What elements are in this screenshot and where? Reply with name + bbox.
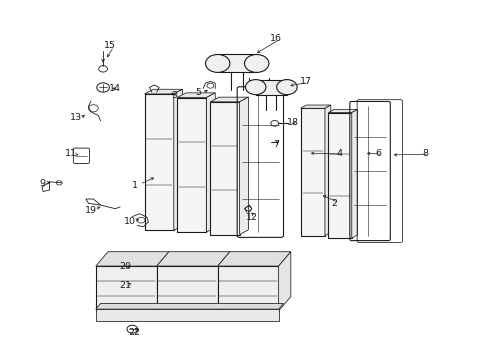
Text: 1: 1	[132, 181, 138, 190]
Circle shape	[276, 80, 297, 95]
Polygon shape	[144, 94, 173, 230]
Text: 5: 5	[195, 87, 201, 96]
Text: 10: 10	[123, 217, 136, 226]
Circle shape	[244, 54, 268, 72]
Text: 11: 11	[65, 149, 77, 158]
Text: 4: 4	[336, 149, 342, 158]
Text: 18: 18	[286, 118, 299, 127]
Text: 7: 7	[273, 140, 279, 149]
Text: 16: 16	[270, 34, 282, 43]
Polygon shape	[177, 98, 206, 232]
Polygon shape	[96, 266, 157, 311]
Text: 22: 22	[128, 328, 141, 337]
Polygon shape	[96, 303, 283, 309]
Circle shape	[245, 80, 265, 95]
Polygon shape	[96, 252, 168, 266]
Text: 3: 3	[170, 91, 177, 100]
Polygon shape	[255, 80, 286, 95]
Text: 14: 14	[109, 84, 121, 93]
Polygon shape	[328, 109, 357, 113]
Text: 6: 6	[375, 149, 381, 158]
Text: 2: 2	[331, 199, 337, 208]
Text: 17: 17	[299, 77, 311, 86]
Polygon shape	[217, 54, 256, 72]
Polygon shape	[300, 105, 330, 108]
Polygon shape	[217, 252, 290, 266]
Text: 8: 8	[421, 149, 427, 158]
Polygon shape	[177, 93, 215, 98]
Polygon shape	[210, 97, 248, 102]
Text: 15: 15	[104, 41, 116, 50]
Polygon shape	[278, 252, 290, 311]
Polygon shape	[144, 89, 182, 94]
Polygon shape	[210, 102, 239, 234]
Polygon shape	[328, 113, 351, 238]
Polygon shape	[173, 89, 182, 230]
Polygon shape	[325, 105, 330, 235]
Polygon shape	[300, 108, 325, 235]
Polygon shape	[157, 266, 217, 311]
Text: 21: 21	[119, 281, 131, 290]
Polygon shape	[217, 266, 278, 311]
Polygon shape	[96, 309, 278, 321]
Text: 12: 12	[245, 213, 257, 222]
Polygon shape	[206, 93, 215, 232]
Text: 13: 13	[70, 113, 82, 122]
Polygon shape	[351, 109, 357, 238]
Text: 19: 19	[85, 206, 97, 215]
Text: 20: 20	[119, 262, 131, 271]
Circle shape	[205, 54, 229, 72]
Polygon shape	[157, 252, 229, 266]
Text: 9: 9	[39, 179, 45, 188]
Polygon shape	[239, 97, 248, 234]
